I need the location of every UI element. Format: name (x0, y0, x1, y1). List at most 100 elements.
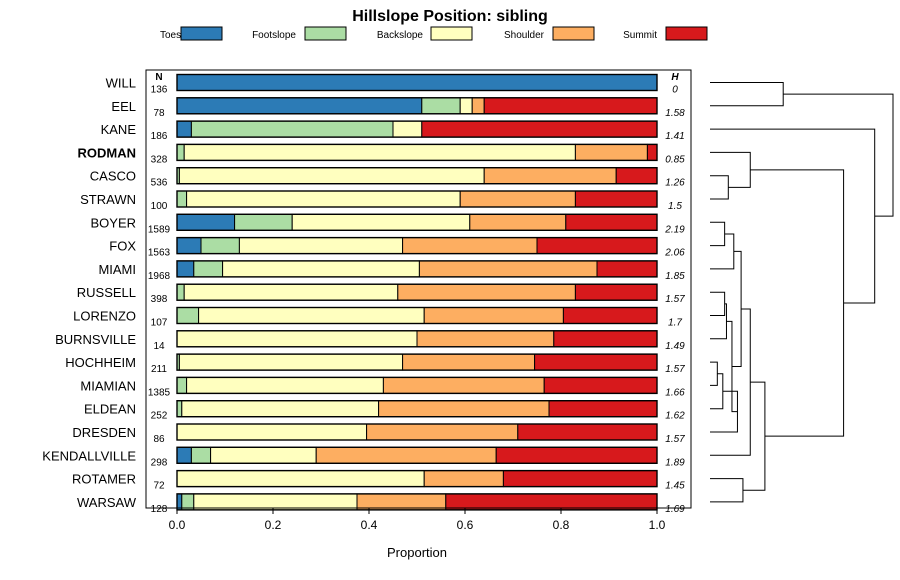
n-value: 252 (151, 411, 168, 422)
bar-segment (574, 143, 648, 161)
bar-outline (176, 260, 658, 278)
bar-outline (176, 213, 658, 232)
bar-segment (183, 283, 399, 301)
bar-segment (548, 400, 658, 418)
x-axis: 0.0 0.2 0.4 0.6 0.8 1.0 (169, 508, 666, 532)
bar-segment (176, 446, 192, 464)
n-value: 107 (151, 318, 168, 329)
bar-segment (178, 353, 404, 371)
bar-segment (574, 190, 658, 208)
category-label: KANE (101, 122, 137, 137)
category-label: EEL (111, 99, 136, 114)
h-value: 1.85 (665, 271, 685, 282)
dendrogram-branch (710, 291, 726, 316)
bar-segment (193, 260, 224, 278)
n-value: 78 (153, 108, 165, 119)
bar-outline (176, 190, 658, 208)
h-value: 0.85 (665, 154, 685, 165)
h-value: 1.57 (665, 434, 685, 445)
bar-segment (416, 330, 555, 348)
bar-segment (176, 307, 200, 324)
category-label: LORENZO (73, 309, 136, 324)
h-value: 1.57 (665, 364, 685, 375)
legend-label: Toeslope (160, 30, 200, 41)
category-label: WILL (106, 76, 136, 91)
bar-outline (176, 493, 658, 511)
bar-segment (423, 307, 564, 324)
bar-segment (536, 237, 658, 255)
dendrogram-branch (710, 303, 727, 340)
h-value: 0 (672, 85, 678, 96)
category-label: MIAMIAN (80, 378, 136, 393)
h-value: 1.41 (665, 131, 684, 142)
bar-segment (176, 330, 418, 348)
dendrogram-branch (710, 221, 726, 247)
bar-segment (176, 470, 425, 488)
h-value: 1.7 (668, 318, 682, 329)
bar-outline (176, 446, 658, 464)
bar-segment (176, 74, 658, 91)
bar-outline (176, 120, 658, 138)
n-value: 186 (151, 131, 168, 142)
category-label: BURNSVILLE (55, 332, 136, 347)
x-axis-label: Proportion (387, 545, 447, 560)
legend-swatch (304, 26, 347, 41)
bar-segment (483, 167, 617, 185)
x-tick-label: 0.4 (361, 518, 378, 532)
n-value: 136 (151, 85, 168, 96)
dendrogram-branch (710, 82, 784, 107)
bar-segment (382, 376, 545, 394)
n-value: 536 (151, 178, 168, 189)
x-tick-label: 0.2 (265, 518, 282, 532)
dendrogram-branch (710, 151, 751, 188)
dendrogram-branch (710, 175, 729, 200)
bar-rows: WILL 136 0 EEL 78 1.58 KANE 186 1.41 RODMAN 328 0.8… (42, 73, 685, 515)
n-value: 72 (153, 481, 165, 492)
bar-outline (176, 306, 658, 325)
category-label: MIAMI (98, 262, 136, 277)
bar-outline (176, 97, 658, 115)
dendrogram-branch (710, 233, 735, 270)
h-value: 1.62 (665, 411, 685, 422)
bar-segment (495, 446, 658, 464)
h-column-header: H (671, 72, 679, 83)
dendrogram-branch (783, 93, 894, 217)
n-value: 100 (151, 201, 168, 212)
bar-segment (190, 120, 394, 138)
category-label: RODMAN (78, 145, 137, 160)
bar-segment (176, 190, 188, 208)
bar-segment (210, 446, 317, 464)
dendrogram-branch (710, 128, 876, 304)
legend-label: Footslope (252, 30, 296, 41)
n-value: 328 (151, 154, 168, 165)
bar-segment (178, 167, 485, 185)
h-value: 1.45 (665, 481, 685, 492)
dendrogram-branch (710, 361, 718, 386)
bar-segment (421, 97, 461, 115)
bar-outline (176, 469, 658, 488)
bar-segment (378, 400, 550, 418)
bar-segment (553, 330, 658, 348)
bar-segment (534, 353, 658, 371)
bar-segment (459, 190, 576, 208)
bar-outline (176, 283, 658, 301)
bar-segment (176, 120, 192, 138)
category-label: STRAWN (80, 192, 136, 207)
bar-outline (176, 423, 658, 441)
bar-segment (502, 470, 658, 488)
n-value: 128 (151, 504, 168, 515)
bar-outline (176, 73, 658, 92)
plot-frame (145, 69, 692, 509)
bar-segment (471, 97, 485, 115)
bar-segment (483, 97, 658, 115)
n-value: 211 (151, 364, 167, 375)
bar-segment (646, 143, 658, 161)
bar-outline (176, 143, 658, 162)
category-label: ELDEAN (84, 402, 136, 417)
legend-swatch (180, 26, 223, 41)
category-label: RUSSELL (77, 285, 136, 300)
bar-segment (176, 143, 185, 161)
bar-segment (574, 283, 658, 301)
category-label: BOYER (90, 215, 136, 230)
